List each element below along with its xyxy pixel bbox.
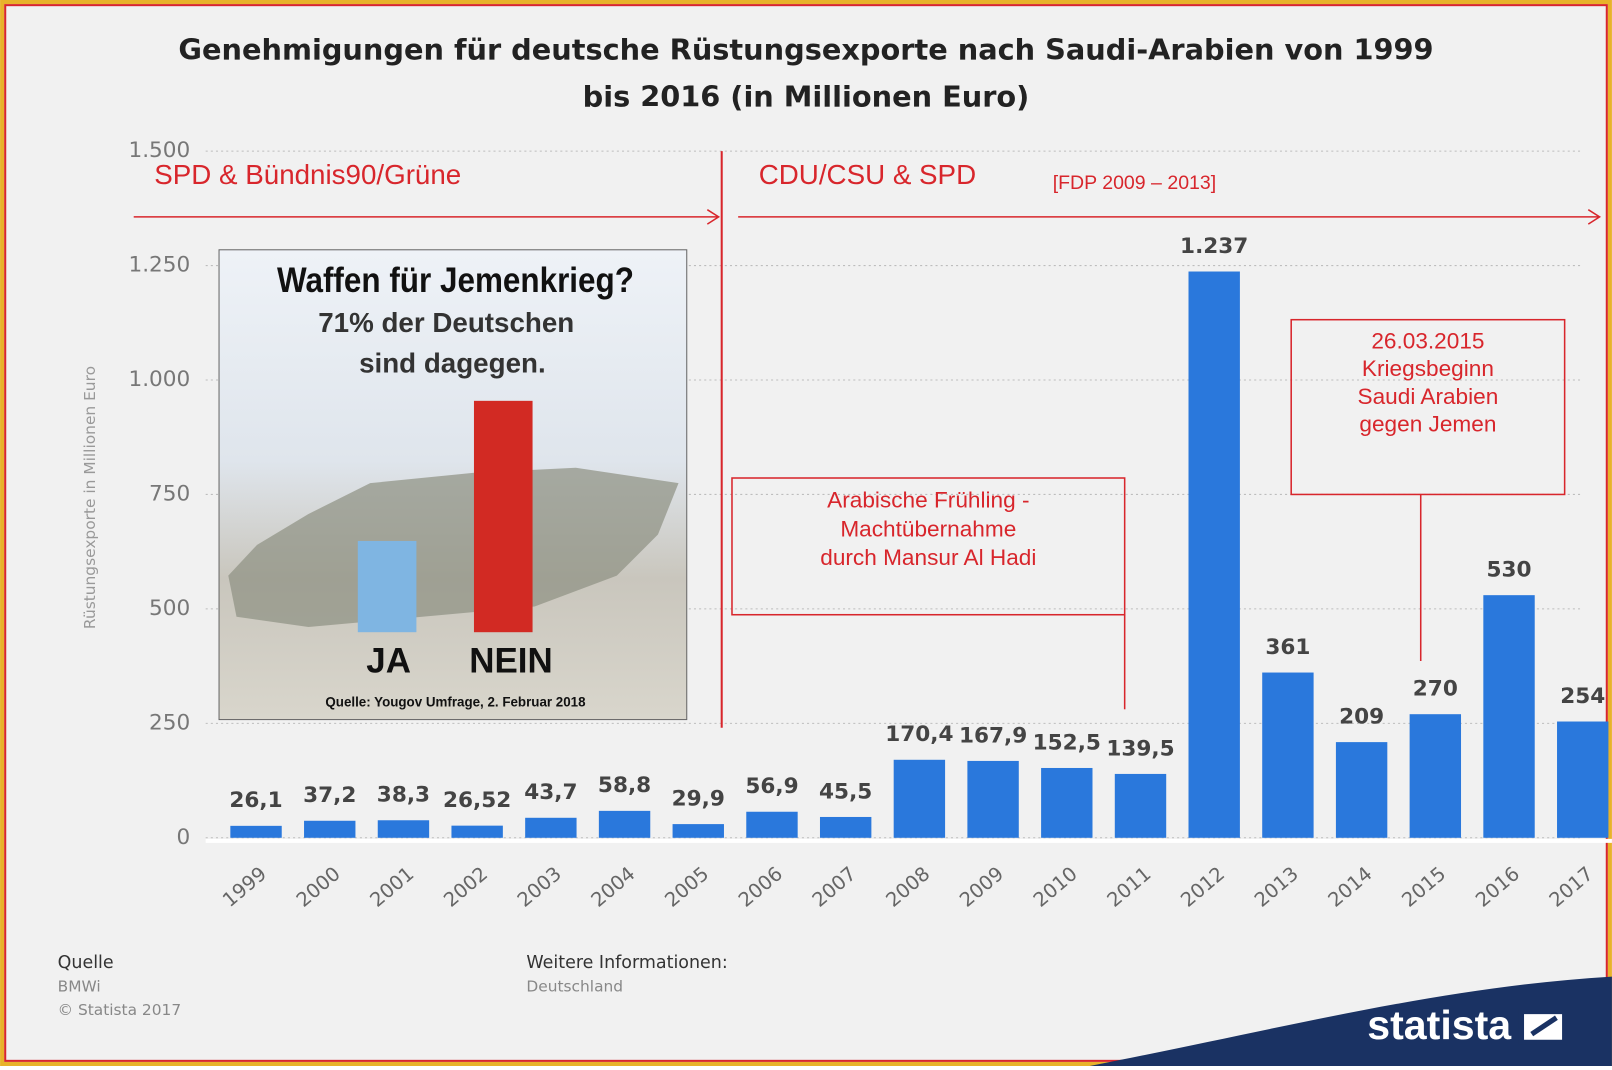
bar [451, 825, 503, 838]
value-label: 254 [1560, 684, 1605, 709]
annotation-box [731, 477, 1126, 616]
inset-bar [357, 540, 417, 633]
annotation: Saudi Arabien [1358, 384, 1499, 409]
y-tick-label: 1.000 [128, 367, 190, 392]
value-label: 209 [1339, 704, 1384, 729]
bar [1188, 271, 1240, 838]
bar [1041, 767, 1093, 838]
bar [1114, 773, 1167, 838]
value-label: 45,5 [819, 779, 872, 804]
grid: 0 250 500 750 1.000 1.250 1.500 [128, 138, 1612, 850]
logo-swoosh [1089, 976, 1612, 1066]
bar [1409, 714, 1462, 838]
bar [598, 810, 651, 838]
annotation: Machtübernahme [840, 516, 1016, 541]
frame [4, 4, 1608, 1062]
value-label: 170,4 [885, 722, 953, 747]
inset-source: Quelle: Yougov Umfrage, 2. Februar 2018 [325, 695, 586, 710]
annotations: Arabische Frühling - Machtübernahme durch … [820, 328, 1498, 570]
inset-category: NEIN [469, 641, 552, 680]
footer-text: © Statista 2017 [58, 1001, 181, 1019]
value-label: 56,9 [745, 774, 798, 799]
footer-text: BMWi [58, 977, 101, 995]
annotation: SPD & Bündnis90/Grüne [154, 159, 461, 190]
annotation: [FDP 2009 – 2013] [1053, 172, 1216, 194]
value-label: 152,5 [1033, 730, 1101, 755]
bar [893, 759, 946, 838]
chart-title: bis 2016 (in Millionen Euro) [583, 80, 1030, 114]
annotation: gegen Jemen [1359, 412, 1496, 437]
y-tick-label: 0 [177, 825, 191, 850]
brand: statista [1367, 1002, 1512, 1048]
bar [230, 825, 282, 838]
value-label: 37,2 [303, 783, 356, 808]
inset-bars: JA NEIN [357, 400, 553, 680]
bar [746, 811, 798, 838]
inset-title: Waffen für Jemenkrieg? [277, 261, 634, 300]
bar [1483, 595, 1535, 838]
y-tick-label: 250 [149, 710, 190, 735]
chart-title: Genehmigungen für deutsche Rüstungsexpor… [178, 32, 1433, 66]
value-label: 43,7 [524, 780, 577, 805]
footer-label: Quelle [58, 953, 114, 973]
bar [377, 820, 430, 838]
bar [304, 820, 356, 838]
arrow-head [1587, 209, 1602, 225]
inset-subtitle: sind dagegen. [359, 347, 546, 378]
value-label: 29,9 [672, 786, 725, 811]
annotation: Kriegsbeginn [1362, 356, 1494, 381]
value-label: 58,8 [598, 773, 651, 798]
arrow-head [706, 209, 721, 225]
value-label: 26,1 [229, 788, 282, 813]
annotation: 26.03.2015 [1371, 328, 1484, 353]
value-label: 26,52 [443, 788, 511, 813]
y-tick-label: 750 [149, 481, 190, 506]
annotation: Arabische Frühling - [827, 488, 1029, 513]
y-tick-label: 1.250 [128, 253, 190, 278]
y-tick-label: 1.500 [128, 138, 190, 163]
annotation: durch Mansur Al Hadi [820, 545, 1036, 570]
logo-icon [1518, 1008, 1568, 1045]
y-axis-label: Rüstungsexporte in Millionen Euro [81, 366, 99, 629]
inset-subtitle: 71% der Deutschen [318, 307, 574, 338]
y-tick-label: 500 [149, 596, 190, 621]
inset-category: JA [366, 641, 411, 680]
bar [1262, 672, 1314, 838]
value-label: 38,3 [377, 783, 430, 808]
value-label: 139,5 [1106, 736, 1174, 761]
value-label: 361 [1265, 635, 1310, 660]
bar [525, 817, 577, 838]
annotation: CDU/CSU & SPD [759, 159, 976, 190]
bar [672, 824, 724, 838]
annotation-box [1290, 318, 1566, 496]
bar [1557, 721, 1609, 838]
bar [967, 760, 1019, 838]
inset-bar [473, 400, 533, 633]
value-label: 270 [1413, 677, 1458, 702]
tank-silhouette [228, 467, 679, 628]
value-label: 167,9 [959, 723, 1027, 748]
footer-text: Deutschland [526, 977, 623, 995]
bar [819, 816, 872, 838]
bar [1335, 742, 1388, 838]
value-label: 530 [1487, 557, 1532, 582]
footer-label: Weitere Informationen: [526, 953, 727, 973]
value-label: 1.237 [1180, 234, 1248, 259]
